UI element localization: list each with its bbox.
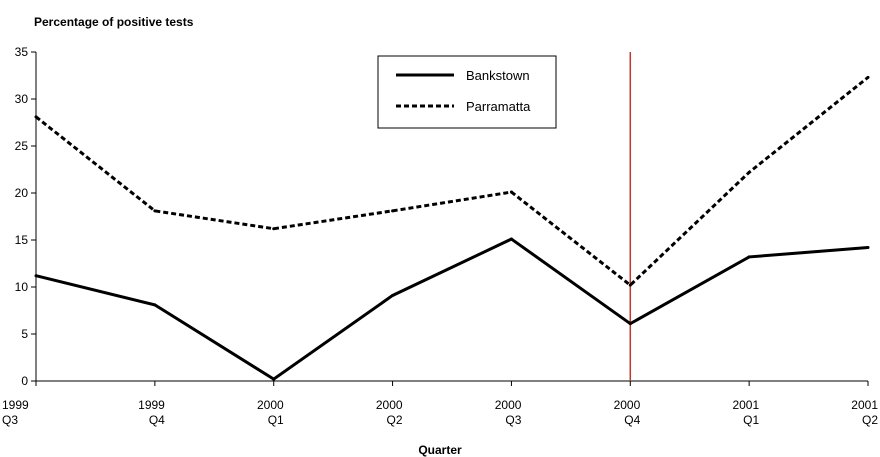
legend-label-bankstown: Bankstown [466,68,530,83]
x-tick-label-quarter: Q2 [862,413,878,427]
data-point-parramatta [34,115,38,119]
x-tick-label-quarter: Q3 [505,413,521,427]
series-line-parramatta [35,76,869,288]
x-tick-label-year: 2001 [732,398,759,412]
x-tick-label-quarter: Q3 [2,413,18,427]
data-point-bankstown [34,274,38,278]
data-point-parramatta [272,227,276,231]
data-point-bankstown [747,255,751,259]
data-point-parramatta [509,190,513,194]
data-point-parramatta [866,75,870,79]
data-point-bankstown [272,377,276,381]
y-tick-label: 0 [21,374,28,388]
data-point-bankstown [153,303,157,307]
x-tick-label-year: 2000 [376,398,403,412]
y-tick-label: 5 [21,327,28,341]
y-tick-label: 15 [15,233,29,247]
data-point-parramatta [628,283,632,287]
legend-label-parramatta: Parramatta [466,99,531,114]
data-point-bankstown [866,246,870,250]
y-tick-label: 25 [15,139,29,153]
x-tick-label-year: 2000 [495,398,522,412]
x-tick-label-year: 1999 [138,398,165,412]
y-axis-title: Percentage of positive tests [34,15,194,29]
x-tick-label-quarter: Q1 [743,413,759,427]
data-point-bankstown [509,237,513,241]
series-line-bankstown [35,237,869,381]
data-point-parramatta [391,209,395,213]
legend-box [377,55,557,129]
data-point-bankstown [628,322,632,326]
x-tick-label-quarter: Q4 [624,413,640,427]
data-point-parramatta [153,209,157,213]
y-tick-label: 10 [15,280,29,294]
y-tick-label: 30 [15,92,29,106]
y-tick-label: 35 [15,45,29,59]
y-tick-label: 20 [15,186,29,200]
x-tick-label-year: 1999 [2,398,29,412]
data-point-parramatta [747,170,751,174]
x-tick-label-quarter: Q4 [149,413,165,427]
x-axis-title: Quarter [418,443,462,457]
x-tick-label-year: 2001 [851,398,878,412]
x-tick-label-quarter: Q2 [387,413,403,427]
data-point-bankstown [391,293,395,297]
x-tick-label-year: 2000 [257,398,284,412]
x-tick-label-year: 2000 [614,398,641,412]
x-tick-label-quarter: Q1 [268,413,284,427]
